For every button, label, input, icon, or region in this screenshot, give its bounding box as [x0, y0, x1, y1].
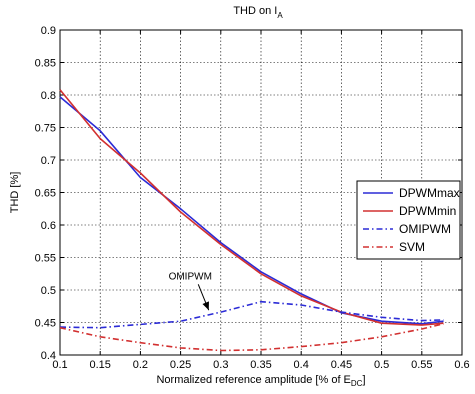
y-tick-label: 0.55	[35, 253, 56, 265]
legend-label-dpwmmin: DPWMmin	[399, 204, 456, 218]
x-tick-label: 0.35	[250, 359, 271, 371]
svg-text:THD on IA: THD on IA	[233, 5, 283, 20]
x-axis-label-end: ]	[362, 374, 365, 386]
x-tick-label: 0.2	[133, 359, 148, 371]
y-tick-label: 0.65	[35, 188, 56, 200]
legend-box	[356, 180, 461, 260]
x-tick-label: 0.5	[374, 359, 389, 371]
y-tick-label: 0.6	[41, 220, 56, 232]
series-line-dpwmmin	[59, 89, 444, 326]
y-axis-label: THD [%]	[9, 172, 21, 214]
series-line-omipwm	[59, 300, 444, 329]
x-tick-label: 0.15	[89, 359, 110, 371]
y-tick-label: 0.4	[41, 350, 56, 362]
axis-ticks: 0.1 0.15 0.2 0.25 0.3 0.35 0.4 0.45 0.5 0.55 0.6 0.…	[35, 25, 470, 371]
legend-label-dpwmmax: DPWMmax	[399, 186, 460, 200]
y-tick-label: 0.5	[41, 285, 56, 297]
x-axis-label-main: Normalized reference amplitude [% of E	[156, 374, 350, 386]
y-tick-label: 0.7	[41, 155, 56, 167]
chart-title-main: THD on I	[233, 5, 277, 17]
legend-label-omipwm: OMIPWM	[399, 222, 451, 236]
x-tick-label: 0.4	[294, 359, 309, 371]
x-tick-label: 0.45	[331, 359, 352, 371]
x-tick-label: 0.3	[213, 359, 228, 371]
x-tick-label: 0.55	[411, 359, 432, 371]
y-tick-label: 0.75	[35, 123, 56, 135]
legend: DPWMmax DPWMmin OMIPWM SVM	[356, 180, 461, 260]
annotation-layer: OMIPWM	[169, 271, 212, 311]
series-layer	[59, 89, 444, 352]
legend-label-svm: SVM	[399, 240, 425, 254]
x-tick-label: 0.1	[52, 359, 67, 371]
y-tick-label: 0.85	[35, 58, 56, 70]
annotation-arrow-head	[202, 301, 209, 311]
x-tick-label: 0.6	[454, 359, 469, 371]
chart-title-subscript: A	[277, 11, 283, 20]
x-axis-label: Normalized reference amplitude [% of EDC…	[156, 374, 365, 388]
series-line-svm	[59, 323, 444, 352]
annotation-label: OMIPWM	[169, 271, 212, 282]
x-axis-label-subscript: DC	[351, 379, 363, 388]
y-tick-label: 0.8	[41, 90, 56, 102]
x-tick-label: 0.25	[170, 359, 191, 371]
y-tick-label: 0.9	[41, 25, 56, 37]
y-tick-label: 0.45	[35, 318, 56, 330]
chart-title: THD on IA	[233, 5, 283, 20]
